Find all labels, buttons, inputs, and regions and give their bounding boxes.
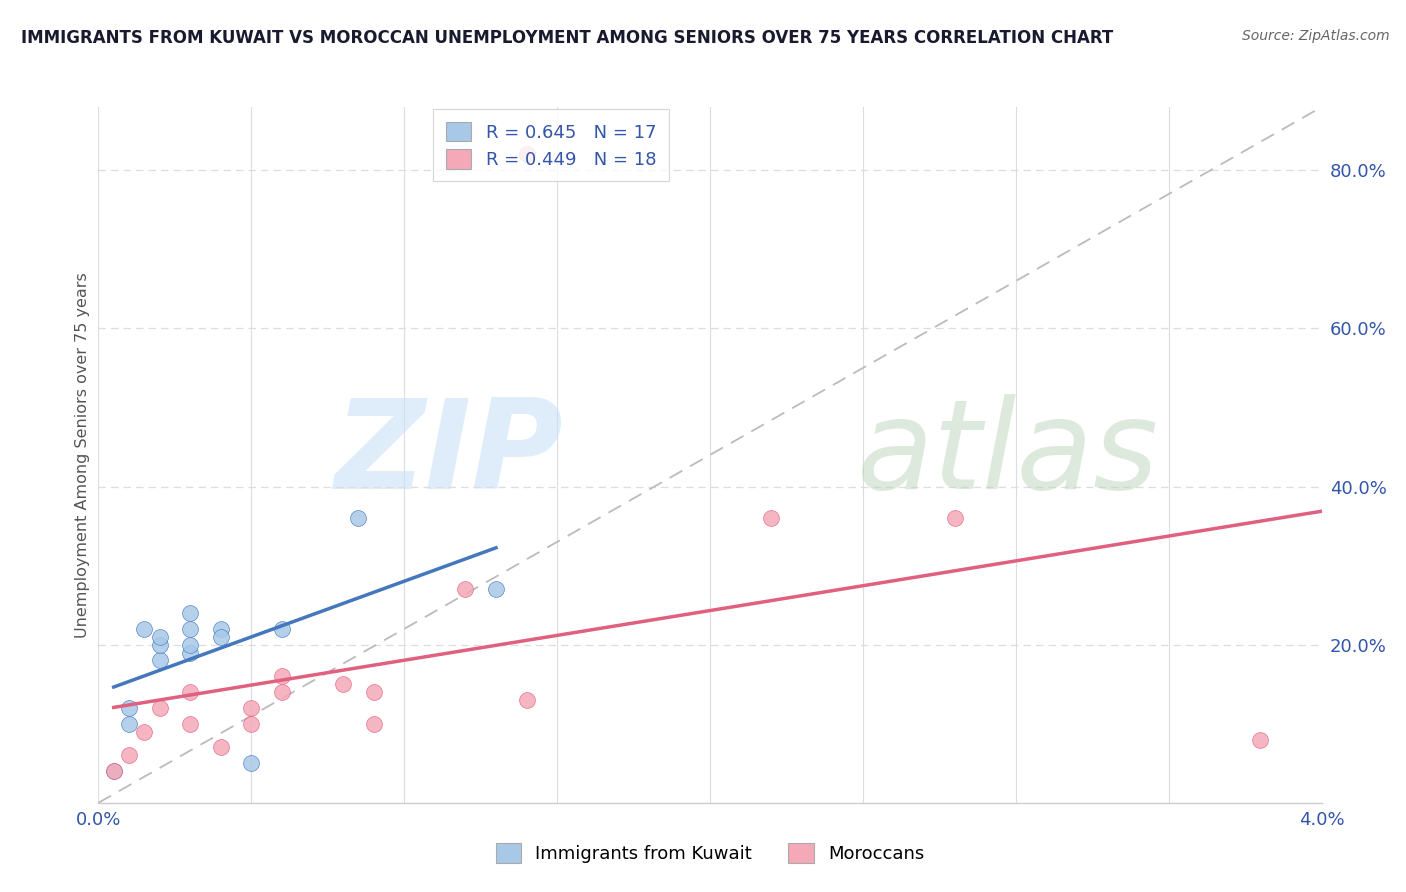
Point	[103, 764, 125, 779]
Point	[209, 622, 232, 636]
Point	[1249, 732, 1271, 747]
Point	[454, 582, 477, 597]
Y-axis label: Unemployment Among Seniors over 75 years: Unemployment Among Seniors over 75 years	[75, 272, 90, 638]
Point	[209, 630, 232, 644]
Point	[179, 646, 201, 660]
Point	[149, 701, 172, 715]
Point	[179, 606, 201, 620]
Point	[103, 764, 125, 779]
Point	[516, 693, 538, 707]
Point	[149, 653, 172, 667]
Point	[363, 685, 385, 699]
Point	[332, 677, 354, 691]
Point	[118, 701, 141, 715]
Point	[149, 630, 172, 644]
Point	[240, 716, 263, 731]
Point	[759, 511, 782, 525]
Point	[270, 669, 294, 683]
Point	[179, 716, 201, 731]
Point	[179, 622, 201, 636]
Point	[134, 724, 156, 739]
Text: IMMIGRANTS FROM KUWAIT VS MOROCCAN UNEMPLOYMENT AMONG SENIORS OVER 75 YEARS CORR: IMMIGRANTS FROM KUWAIT VS MOROCCAN UNEMP…	[21, 29, 1114, 46]
Text: Source: ZipAtlas.com: Source: ZipAtlas.com	[1241, 29, 1389, 43]
Point	[347, 511, 370, 525]
Legend: Immigrants from Kuwait, Moroccans: Immigrants from Kuwait, Moroccans	[488, 836, 932, 871]
Point	[943, 511, 966, 525]
Point	[134, 622, 156, 636]
Point	[270, 685, 294, 699]
Text: atlas: atlas	[856, 394, 1159, 516]
Point	[118, 716, 141, 731]
Point	[118, 748, 141, 763]
Point	[179, 685, 201, 699]
Point	[516, 147, 538, 161]
Point	[240, 756, 263, 771]
Point	[240, 701, 263, 715]
Text: ZIP: ZIP	[335, 394, 564, 516]
Point	[270, 622, 294, 636]
Point	[179, 638, 201, 652]
Point	[149, 638, 172, 652]
Point	[363, 716, 385, 731]
Point	[485, 582, 508, 597]
Point	[209, 740, 232, 755]
